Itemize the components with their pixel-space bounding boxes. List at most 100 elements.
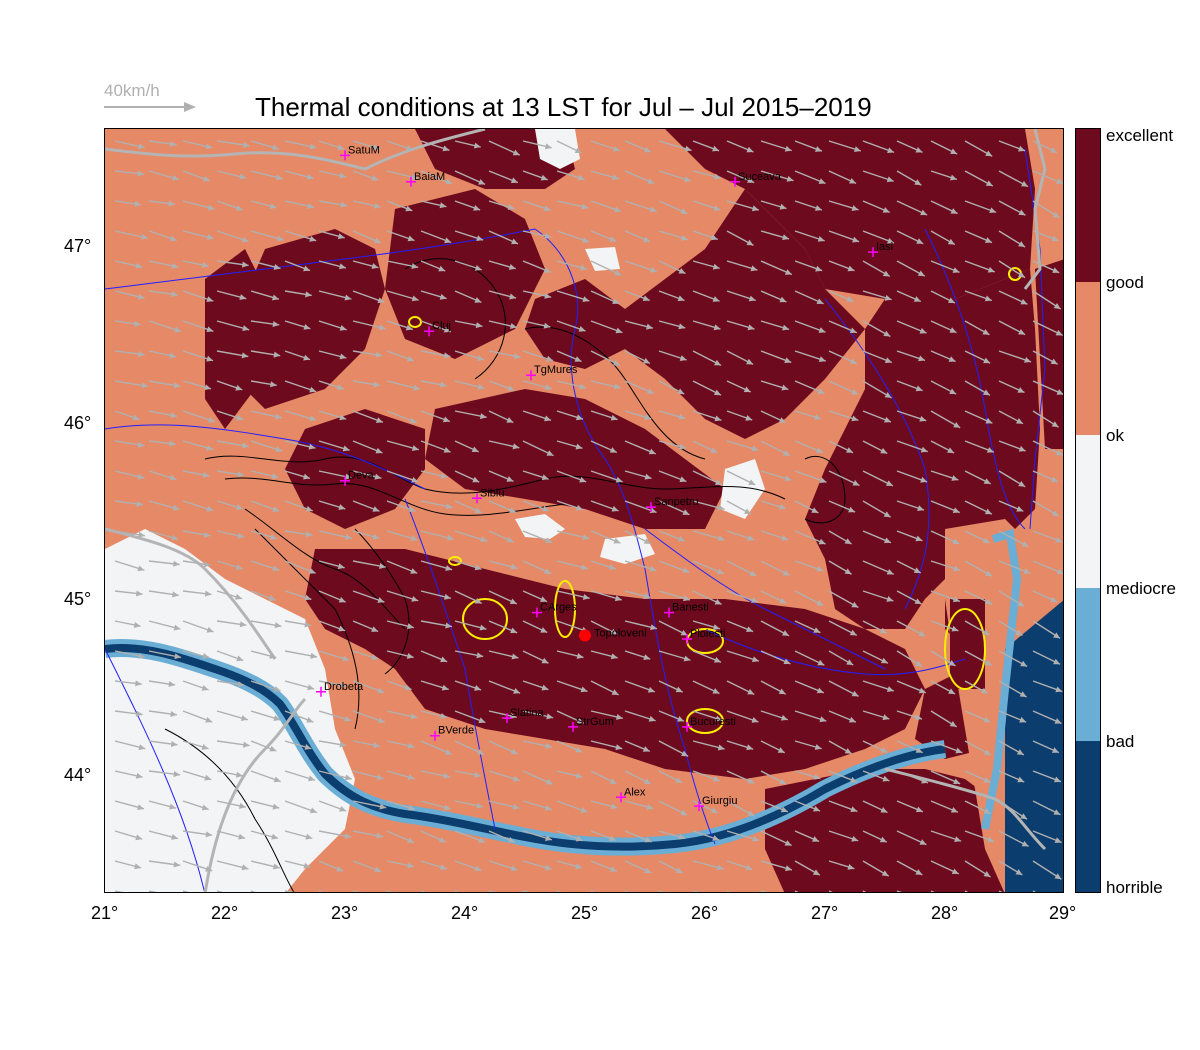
wind-arrow: [828, 470, 860, 487]
wind-arrow: [658, 530, 686, 542]
wind-arrow: [760, 140, 792, 152]
wind-arrow: [454, 440, 479, 453]
wind-arrow: [386, 380, 421, 391]
wind-arrow: [760, 440, 791, 457]
wind-arrow: [386, 170, 419, 181]
wind-arrow: [556, 830, 584, 842]
wind-arrow: [930, 650, 956, 667]
wind-arrow: [454, 560, 482, 571]
wind-arrow: [114, 770, 143, 779]
wind-arrow: [964, 830, 995, 843]
wind-arrow: [930, 530, 960, 545]
wind-arrow: [760, 860, 793, 872]
wind-arrow: [216, 470, 245, 478]
wind-arrow: [114, 530, 146, 538]
wind-arrow: [794, 440, 824, 454]
city-label: BVerde: [438, 725, 474, 737]
wind-arrow: [624, 830, 652, 843]
city-marker: Deva: [340, 470, 375, 486]
wind-arrow: [726, 530, 755, 541]
wind-arrow: [182, 860, 213, 872]
wind-arrow: [828, 440, 854, 454]
wind-arrow: [862, 170, 894, 183]
wind-arrow: [896, 710, 923, 721]
wind-arrow: [454, 830, 486, 844]
wind-arrow: [1032, 770, 1062, 783]
wind-arrow: [318, 290, 352, 301]
wind-arrow: [828, 350, 858, 365]
wind-arrow: [352, 230, 382, 244]
wind-arrow: [590, 560, 617, 570]
wind-arrow: [386, 590, 419, 602]
lon-tick-25: 25°: [571, 903, 599, 923]
wind-arrow: [488, 170, 519, 184]
wind-arrow: [522, 710, 554, 720]
wind-arrow: [1032, 620, 1061, 639]
wind-arrow: [930, 710, 957, 728]
chart-title: Thermal conditions at 13 LST for Jul – J…: [255, 92, 872, 122]
wind-arrow: [114, 800, 145, 811]
wind-arrow: [998, 200, 1026, 216]
wind-arrow: [658, 140, 692, 152]
wind-arrow: [998, 710, 1027, 723]
wind-arrow: [828, 200, 859, 211]
wind-arrow: [658, 860, 683, 874]
wind-arrow: [692, 140, 720, 152]
wind-arrow: [862, 590, 894, 602]
wind-arrow: [692, 680, 720, 695]
wind-arrow: [284, 470, 311, 480]
wind-scale-arrow-icon: [104, 102, 196, 112]
wind-arrow: [726, 230, 754, 246]
wind-arrow: [964, 680, 989, 695]
wind-arrow: [182, 230, 214, 240]
wind-arrow: [522, 140, 552, 150]
wind-arrow: [182, 500, 214, 512]
wind-arrow: [250, 680, 281, 692]
wind-arrow: [964, 530, 991, 544]
wind-arrow: [420, 860, 448, 871]
wind-arrow: [182, 710, 213, 723]
wind-arrow: [794, 350, 826, 363]
wind-arrow: [692, 650, 722, 663]
wind-arrow: [930, 500, 960, 514]
wind-arrow: [556, 560, 589, 571]
wind-arrow: [182, 410, 216, 423]
wind-arrow: [692, 530, 725, 542]
wind-arrow: [1032, 470, 1059, 483]
wind-arrow: [692, 350, 722, 367]
wind-arrow: [930, 380, 957, 395]
wind-arrow: [590, 830, 617, 842]
wind-arrow: [930, 200, 958, 215]
wind-arrow: [998, 440, 1026, 452]
wind-arrow: [590, 770, 617, 785]
wind-arrow: [522, 620, 548, 634]
wind-arrow: [420, 770, 451, 779]
wind-arrow: [522, 650, 549, 664]
wind-arrow: [692, 740, 725, 751]
wind-arrow: [590, 530, 621, 544]
wind-arrow: [896, 200, 928, 216]
wind-arrow: [250, 380, 277, 388]
wind-arrow: [318, 650, 350, 662]
city-marker: TgMures: [526, 364, 578, 381]
wind-arrow: [352, 710, 386, 724]
wind-arrow: [930, 440, 955, 454]
wind-arrow: [386, 770, 415, 781]
wind-arrow: [148, 710, 177, 717]
wind-arrow: [386, 530, 418, 542]
wind-arrow: [148, 590, 179, 598]
wind-arrow: [794, 290, 824, 305]
wind-arrow: [658, 680, 683, 693]
wind-arrow: [896, 410, 927, 422]
wind-arrow: [964, 770, 991, 784]
wind-arrow: [556, 260, 588, 271]
wind-arrow: [522, 590, 548, 603]
wind-arrow: [556, 200, 589, 210]
danube-bad: [105, 644, 946, 851]
wind-arrow: [386, 830, 415, 844]
wind-arrow: [216, 710, 248, 721]
wind-arrow: [386, 710, 418, 720]
wind-arrow: [420, 260, 446, 272]
wind-arrow: [590, 350, 621, 367]
